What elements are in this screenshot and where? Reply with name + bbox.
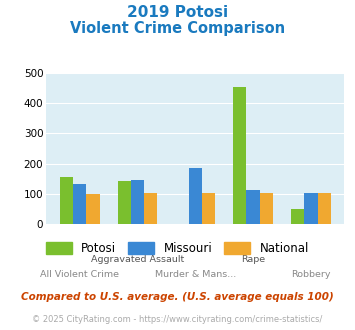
Bar [291,209,304,224]
Text: 2019 Potosi: 2019 Potosi [127,5,228,20]
Text: All Violent Crime: All Violent Crime [40,270,119,279]
Bar [189,168,202,224]
Text: Compared to U.S. average. (U.S. average equals 100): Compared to U.S. average. (U.S. average … [21,292,334,302]
Bar [233,87,246,224]
Bar [73,184,86,224]
Text: Robbery: Robbery [291,270,331,279]
Bar [304,193,317,224]
Text: Aggravated Assault: Aggravated Assault [91,255,184,264]
Bar [86,194,100,224]
Bar [260,193,273,224]
Text: Violent Crime Comparison: Violent Crime Comparison [70,21,285,36]
Text: Rape: Rape [241,255,265,264]
Bar [246,190,260,224]
Bar [144,193,157,224]
Legend: Potosi, Missouri, National: Potosi, Missouri, National [41,237,314,260]
Bar [202,193,215,224]
Text: Murder & Mans...: Murder & Mans... [155,270,236,279]
Bar [317,193,331,224]
Bar [118,181,131,224]
Text: © 2025 CityRating.com - https://www.cityrating.com/crime-statistics/: © 2025 CityRating.com - https://www.city… [32,315,323,324]
Bar [60,177,73,224]
Bar [131,181,144,224]
